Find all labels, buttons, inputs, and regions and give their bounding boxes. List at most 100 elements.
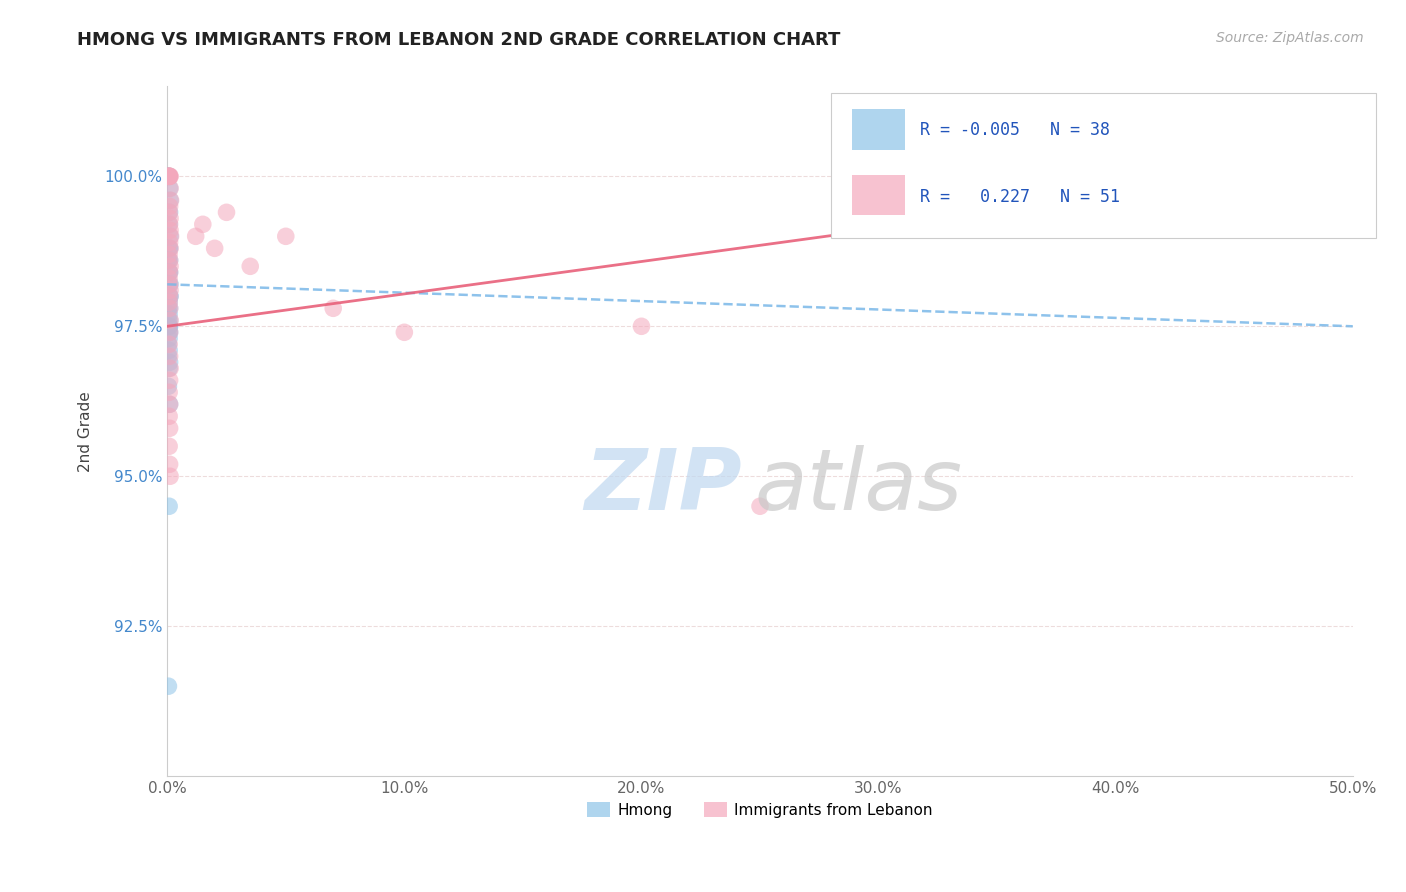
- Point: [159, 194, 181, 208]
- Point: [184, 229, 207, 244]
- Point: [159, 457, 181, 471]
- Point: [159, 301, 181, 316]
- Point: [157, 169, 180, 184]
- Point: [157, 241, 180, 255]
- Point: [157, 307, 180, 321]
- Point: [156, 169, 179, 184]
- Point: [159, 253, 181, 268]
- Point: [159, 199, 181, 213]
- Point: [159, 229, 181, 244]
- Point: [159, 355, 181, 369]
- Point: [630, 319, 652, 334]
- Point: [159, 283, 181, 297]
- Point: [157, 331, 180, 345]
- Point: [159, 289, 181, 303]
- Point: [157, 319, 180, 334]
- Point: [157, 337, 180, 351]
- Point: [157, 247, 180, 261]
- Point: [157, 349, 180, 363]
- Point: [157, 277, 180, 292]
- Point: [159, 205, 181, 219]
- Point: [159, 313, 181, 327]
- Point: [159, 235, 181, 250]
- Point: [1271, 169, 1294, 184]
- Point: [157, 313, 180, 327]
- Point: [159, 277, 181, 292]
- Point: [159, 181, 181, 195]
- Point: [159, 469, 181, 483]
- Point: [159, 319, 181, 334]
- Point: [157, 265, 180, 279]
- Point: [159, 326, 181, 340]
- Point: [322, 301, 344, 316]
- Text: HMONG VS IMMIGRANTS FROM LEBANON 2ND GRADE CORRELATION CHART: HMONG VS IMMIGRANTS FROM LEBANON 2ND GRA…: [77, 31, 841, 49]
- Text: R = -0.005   N = 38: R = -0.005 N = 38: [920, 120, 1111, 139]
- Point: [159, 181, 181, 195]
- Point: [159, 373, 181, 387]
- Point: [157, 169, 180, 184]
- Point: [157, 169, 180, 184]
- Point: [274, 229, 297, 244]
- FancyBboxPatch shape: [852, 109, 904, 150]
- Point: [157, 409, 180, 424]
- Point: [159, 326, 181, 340]
- Legend: Hmong, Immigrants from Lebanon: Hmong, Immigrants from Lebanon: [581, 796, 939, 823]
- Point: [157, 439, 180, 453]
- Point: [159, 169, 181, 184]
- Point: [157, 385, 180, 400]
- Point: [159, 397, 181, 411]
- Point: [157, 679, 180, 693]
- Point: [157, 361, 180, 376]
- Point: [239, 260, 262, 274]
- Point: [394, 326, 416, 340]
- Point: [157, 271, 180, 285]
- Point: [159, 289, 181, 303]
- Point: [157, 343, 180, 358]
- Point: [159, 169, 181, 184]
- Point: [159, 361, 181, 376]
- Point: [157, 301, 180, 316]
- Point: [157, 169, 180, 184]
- Point: [157, 169, 180, 184]
- Point: [156, 169, 179, 184]
- Text: Source: ZipAtlas.com: Source: ZipAtlas.com: [1216, 31, 1364, 45]
- Point: [215, 205, 238, 219]
- Point: [159, 211, 181, 226]
- Point: [159, 301, 181, 316]
- Point: [204, 241, 226, 255]
- Point: [159, 265, 181, 279]
- Point: [159, 229, 181, 244]
- Point: [157, 295, 180, 310]
- Point: [159, 241, 181, 255]
- Point: [159, 349, 181, 363]
- Text: atlas: atlas: [754, 445, 962, 528]
- Point: [157, 337, 180, 351]
- Point: [159, 421, 181, 435]
- Point: [159, 313, 181, 327]
- Point: [159, 397, 181, 411]
- Point: [157, 326, 180, 340]
- FancyBboxPatch shape: [852, 175, 904, 215]
- Text: R =   0.227   N = 51: R = 0.227 N = 51: [920, 187, 1121, 206]
- Point: [157, 253, 180, 268]
- Point: [159, 265, 181, 279]
- Point: [749, 500, 772, 514]
- Point: [157, 217, 180, 231]
- Point: [159, 217, 181, 231]
- Point: [157, 500, 180, 514]
- Point: [157, 379, 180, 393]
- Point: [159, 260, 181, 274]
- Point: [157, 295, 180, 310]
- FancyBboxPatch shape: [831, 94, 1376, 238]
- Point: [159, 194, 181, 208]
- Point: [159, 277, 181, 292]
- Point: [159, 169, 181, 184]
- Point: [191, 217, 214, 231]
- Y-axis label: 2nd Grade: 2nd Grade: [79, 391, 93, 472]
- Point: [159, 253, 181, 268]
- Point: [157, 205, 180, 219]
- Text: ZIP: ZIP: [585, 445, 742, 528]
- Point: [159, 289, 181, 303]
- Point: [159, 223, 181, 237]
- Point: [159, 241, 181, 255]
